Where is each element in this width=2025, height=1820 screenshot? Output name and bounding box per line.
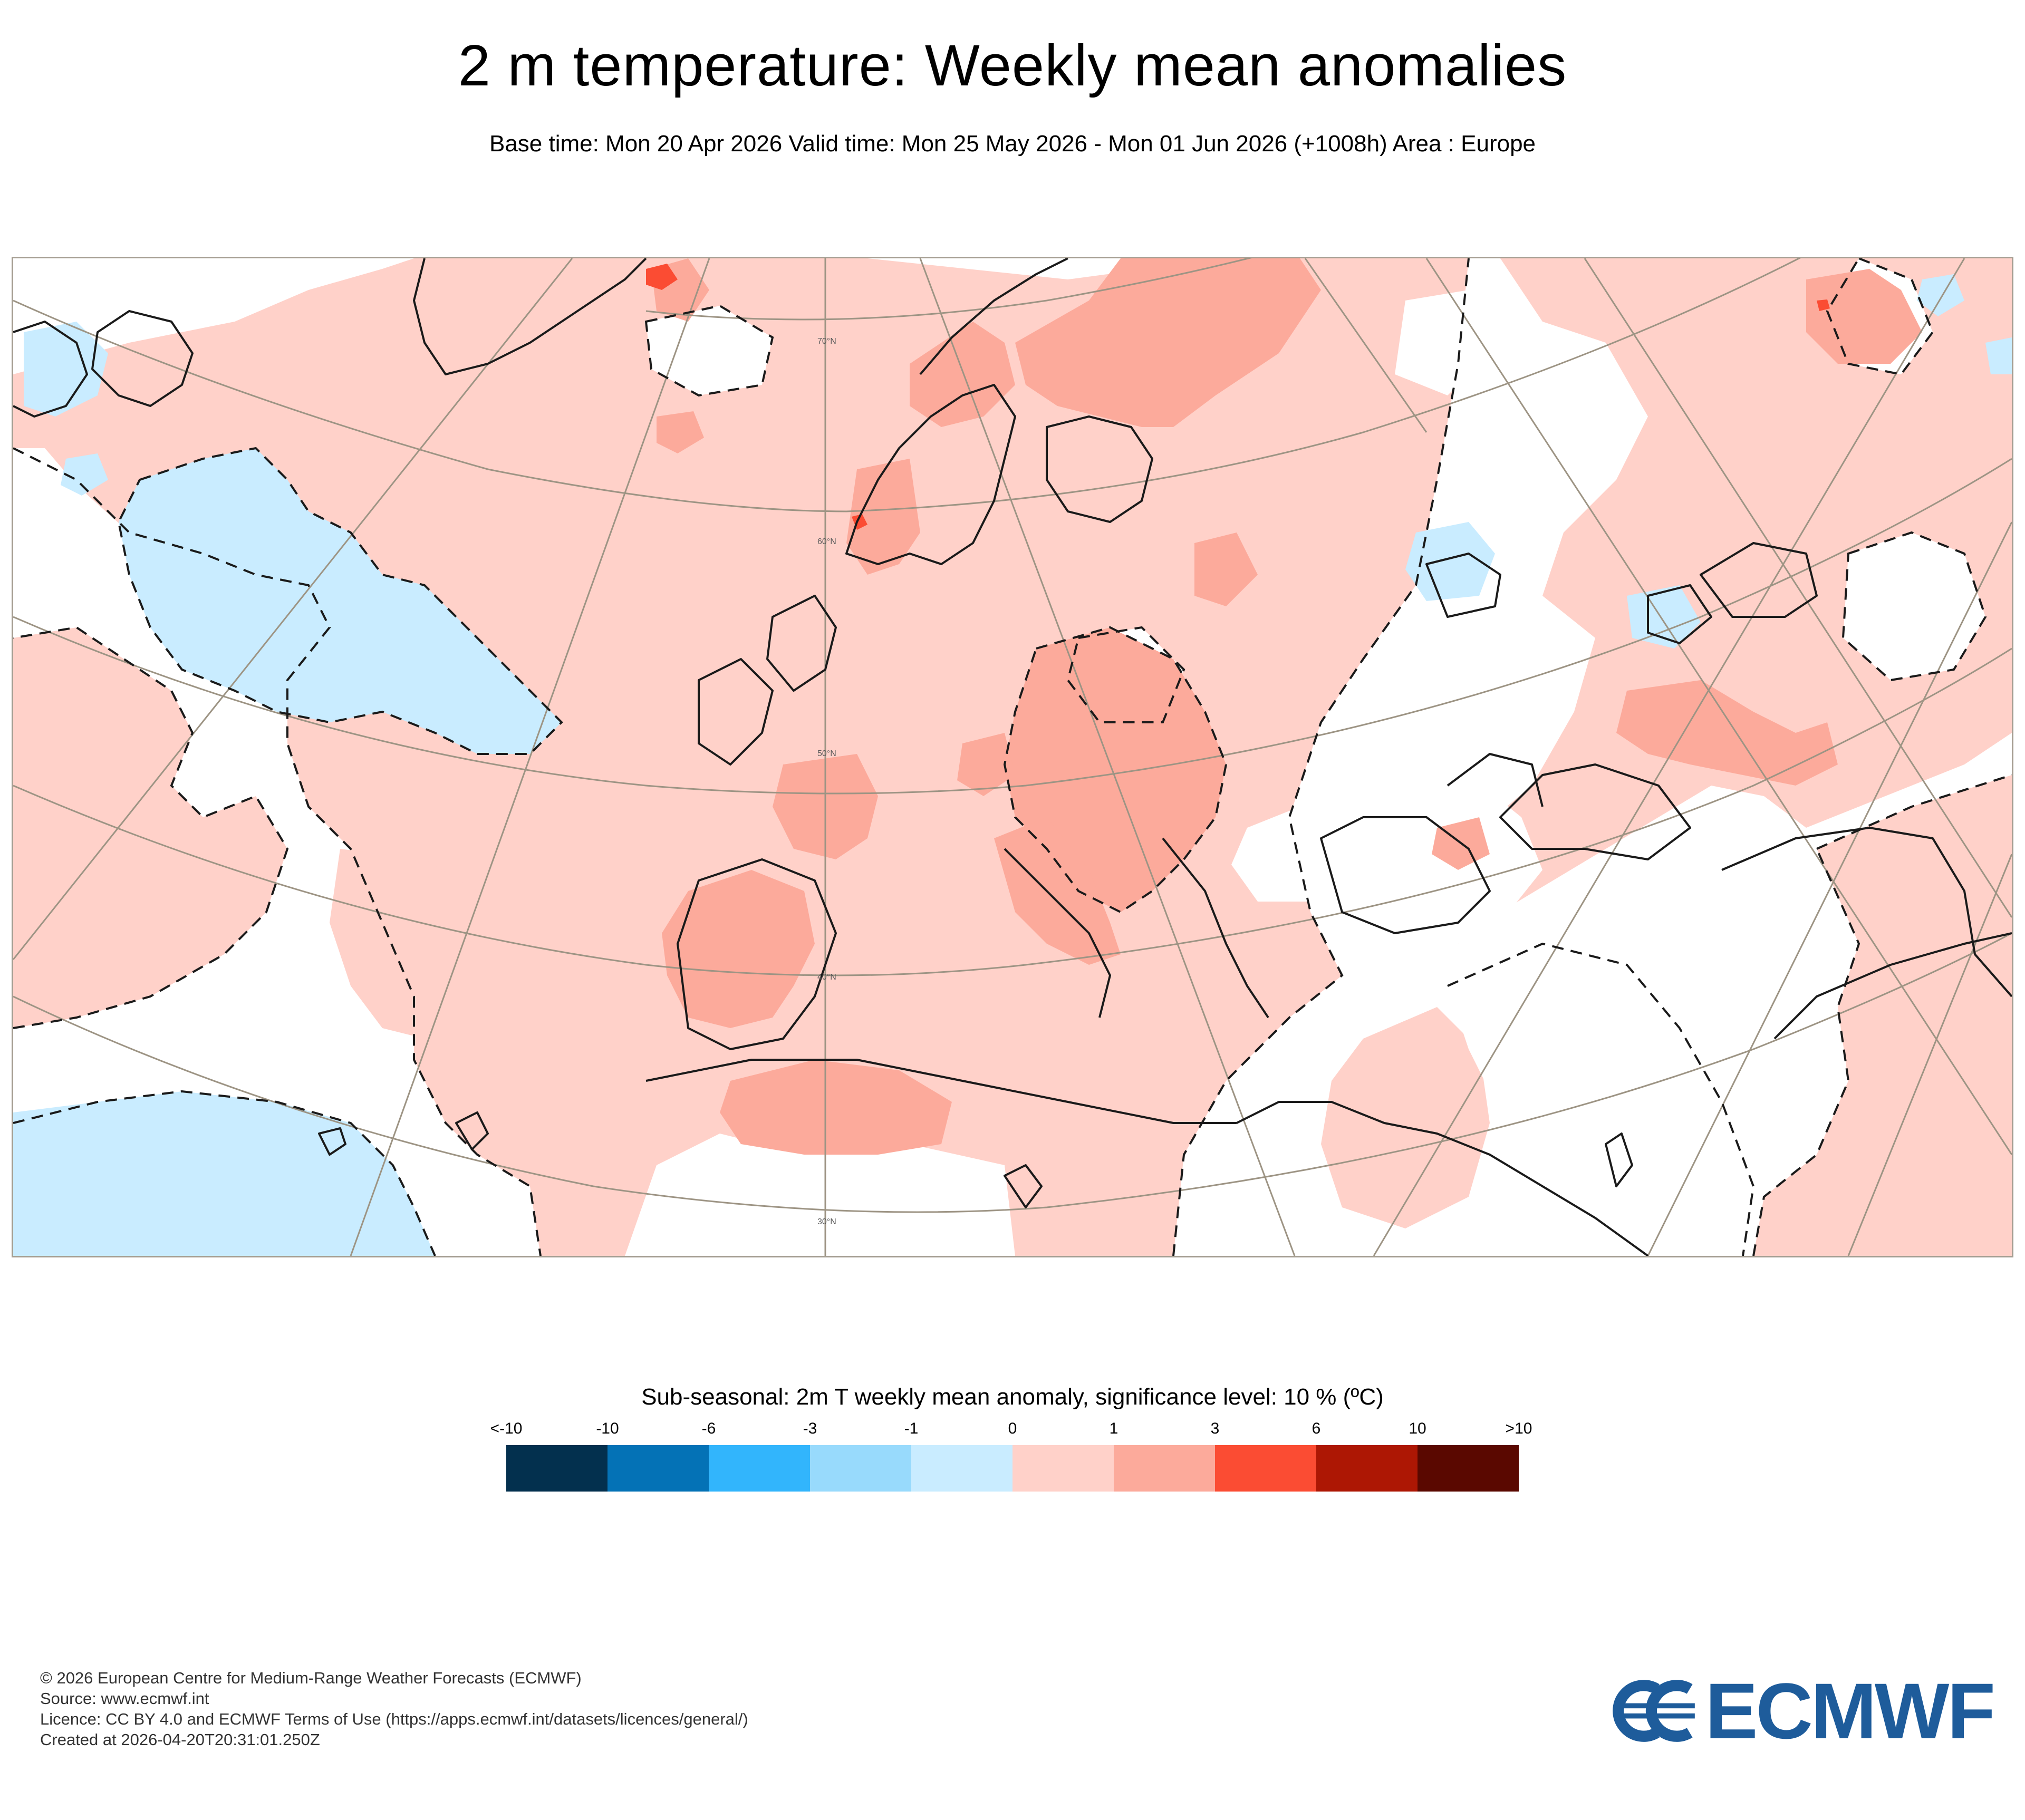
- legend-tick-labels: <-10 -10 -6 -3 -1 0 1 3 6 10 >10: [490, 1419, 1532, 1440]
- map-panel[interactable]: 70°N 60°N 50°N 40°N 30°N: [12, 257, 2013, 1257]
- graticule: [13, 258, 2012, 1256]
- lat-label-40n: 40°N: [817, 973, 836, 982]
- legend-tick: -3: [803, 1420, 817, 1437]
- legend-color-bar: [506, 1445, 1519, 1492]
- licence-line: Licence: CC BY 4.0 and ECMWF Terms of Us…: [40, 1710, 748, 1728]
- legend-tick: 6: [1312, 1420, 1321, 1437]
- legend-color-segment: [1012, 1445, 1114, 1492]
- anomaly-map[interactable]: 70°N 60°N 50°N 40°N 30°N: [13, 258, 2012, 1256]
- ecmwf-logo-text: ECMWF: [1705, 1667, 1995, 1755]
- legend-tick: <-10: [490, 1420, 523, 1437]
- coastlines: [13, 258, 2012, 1256]
- footer-credits: © 2026 European Centre for Medium-Range …: [40, 1668, 748, 1750]
- legend-tick: 3: [1210, 1420, 1220, 1437]
- legend-color-segment: [1418, 1445, 1519, 1492]
- chart-title: 2 m temperature: Weekly mean anomalies: [458, 33, 1567, 98]
- legend-tick: 0: [1008, 1420, 1017, 1437]
- legend-color-segment: [1215, 1445, 1316, 1492]
- legend-title: Sub-seasonal: 2m T weekly mean anomaly, …: [641, 1384, 1384, 1410]
- lat-label-30n: 30°N: [817, 1217, 836, 1226]
- lat-label-70n: 70°N: [817, 337, 836, 346]
- weak-negative-anomaly-regions: [13, 274, 2012, 1256]
- weak-positive-anomaly-regions: [13, 258, 2012, 1256]
- significance-contours: [13, 258, 2012, 1256]
- legend-tick: 1: [1109, 1420, 1118, 1437]
- created-line: Created at 2026-04-20T20:31:01.250Z: [40, 1730, 320, 1749]
- legend-color-segment: [506, 1445, 608, 1492]
- lat-label-60n: 60°N: [817, 537, 836, 546]
- legend-color-segment: [1316, 1445, 1418, 1492]
- legend-color-segment: [1114, 1445, 1215, 1492]
- legend-tick: -6: [701, 1420, 716, 1437]
- chart-subtitle: Base time: Mon 20 Apr 2026 Valid time: M…: [489, 131, 1536, 157]
- legend-tick: -1: [904, 1420, 919, 1437]
- copyright-line: © 2026 European Centre for Medium-Range …: [40, 1669, 582, 1687]
- source-line: Source: www.ecmwf.int: [40, 1689, 209, 1708]
- ecmwf-logo: ECMWF: [1608, 1667, 1995, 1755]
- legend-color-segment: [911, 1445, 1012, 1492]
- moderate-positive-anomaly-regions: [651, 258, 1922, 1155]
- legend-tick: >10: [1505, 1420, 1532, 1437]
- lat-label-50n: 50°N: [817, 749, 836, 758]
- legend-tick: -10: [596, 1420, 619, 1437]
- legend-color-segment: [709, 1445, 810, 1492]
- ecmwf-logo-mark-icon: [1613, 1680, 1695, 1742]
- legend-color-segment: [810, 1445, 911, 1492]
- legend-color-segment: [608, 1445, 709, 1492]
- latitude-labels: 70°N 60°N 50°N 40°N 30°N: [817, 337, 836, 1226]
- strong-positive-anomaly-regions: [646, 264, 1830, 530]
- legend-tick: 10: [1409, 1420, 1426, 1437]
